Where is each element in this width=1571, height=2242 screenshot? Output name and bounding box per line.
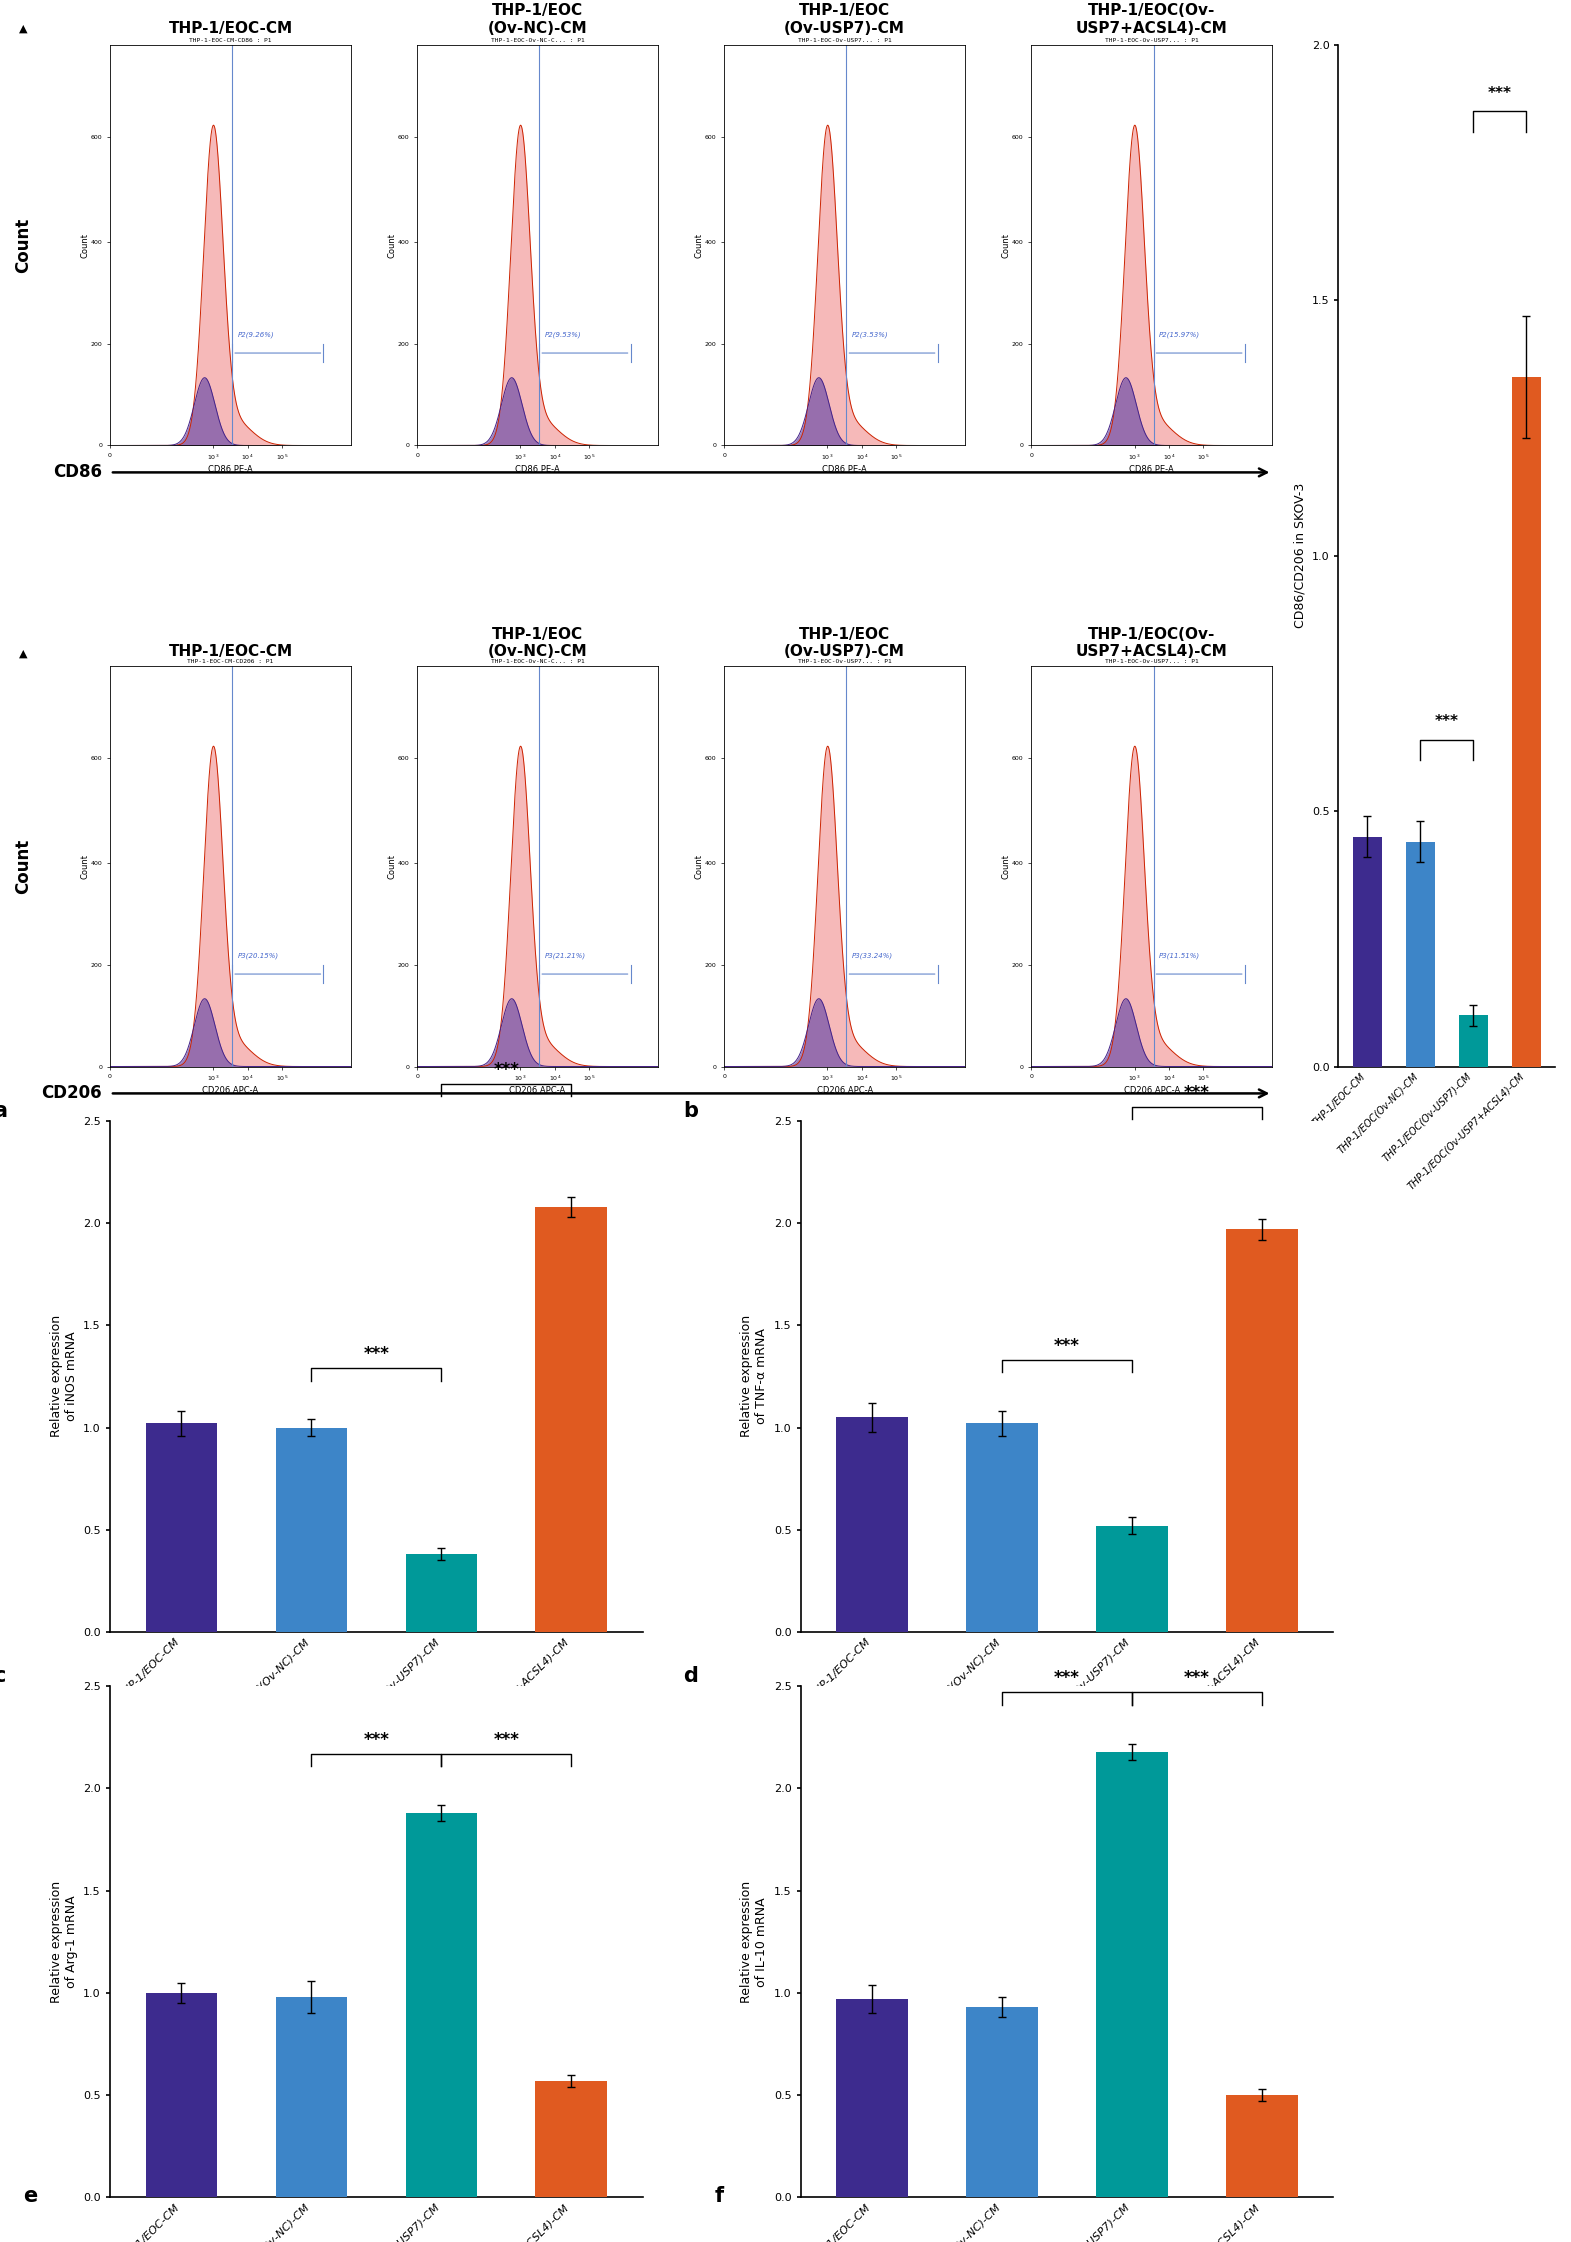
Bar <box>836 1417 908 1632</box>
Text: e: e <box>24 2186 38 2206</box>
Y-axis label: Relative expression
of TNF-α mRNA: Relative expression of TNF-α mRNA <box>740 1316 768 1437</box>
Title: THP-1-EOC-Ov-USP7... : P1: THP-1-EOC-Ov-USP7... : P1 <box>798 659 892 664</box>
Title: THP-1-EOC-Ov-USP7... : P1: THP-1-EOC-Ov-USP7... : P1 <box>1104 659 1199 664</box>
Text: d: d <box>683 1666 699 1686</box>
Text: c: c <box>0 1666 5 1686</box>
Text: THP-1/EOC
(Ov-USP7)-CM: THP-1/EOC (Ov-USP7)-CM <box>784 628 905 659</box>
Bar <box>536 1206 606 1632</box>
Bar <box>1511 377 1541 1067</box>
Text: THP-1/EOC
(Ov-USP7)-CM: THP-1/EOC (Ov-USP7)-CM <box>784 4 905 36</box>
Text: f: f <box>715 2186 723 2206</box>
X-axis label: CD86 PE-A: CD86 PE-A <box>515 464 559 475</box>
Y-axis label: Relative expression
of Arg-1 mRNA: Relative expression of Arg-1 mRNA <box>50 1881 77 2002</box>
Text: P2(9.26%): P2(9.26%) <box>237 332 273 339</box>
X-axis label: CD206 APC-A: CD206 APC-A <box>203 1085 259 1096</box>
Text: P2(9.53%): P2(9.53%) <box>545 332 581 339</box>
Text: P2(3.53%): P2(3.53%) <box>851 332 888 339</box>
Text: P3(33.24%): P3(33.24%) <box>851 953 892 960</box>
Text: ▲: ▲ <box>19 25 28 34</box>
X-axis label: CD86 PE-A: CD86 PE-A <box>1130 464 1174 475</box>
X-axis label: CD86 PE-A: CD86 PE-A <box>822 464 867 475</box>
Bar <box>146 1424 217 1632</box>
Title: THP-1-EOC-CM-CD206 : P1: THP-1-EOC-CM-CD206 : P1 <box>187 659 273 664</box>
Text: ***: *** <box>1054 1670 1079 1688</box>
Bar <box>836 2000 908 2197</box>
Title: THP-1-EOC-Ov-NC-C... : P1: THP-1-EOC-Ov-NC-C... : P1 <box>490 38 584 43</box>
Text: CD86: CD86 <box>53 464 102 482</box>
Bar <box>536 2081 606 2197</box>
Bar <box>146 1993 217 2197</box>
Text: P3(11.51%): P3(11.51%) <box>1159 953 1200 960</box>
Text: ***: *** <box>1185 1670 1210 1688</box>
Text: P3(21.21%): P3(21.21%) <box>545 953 586 960</box>
Bar <box>405 1814 478 2197</box>
Text: ***: *** <box>1185 1083 1210 1101</box>
Text: b: b <box>683 1101 699 1121</box>
Bar <box>1406 841 1434 1067</box>
Bar <box>1225 2094 1298 2197</box>
Text: ***: *** <box>363 1731 390 1749</box>
Text: THP-1/EOC-CM: THP-1/EOC-CM <box>168 643 292 659</box>
Y-axis label: Count: Count <box>388 233 396 258</box>
Text: ***: *** <box>1434 715 1459 729</box>
Text: a: a <box>0 1101 6 1121</box>
Text: THP-1/EOC(Ov-
USP7+ACSL4)-CM: THP-1/EOC(Ov- USP7+ACSL4)-CM <box>1076 628 1227 659</box>
X-axis label: CD206 APC-A: CD206 APC-A <box>817 1085 873 1096</box>
Bar <box>1225 1229 1298 1632</box>
Y-axis label: Relative expression
of iNOS mRNA: Relative expression of iNOS mRNA <box>50 1316 77 1437</box>
X-axis label: CD86 PE-A: CD86 PE-A <box>207 464 253 475</box>
Title: THP-1-EOC-CM-CD86 : P1: THP-1-EOC-CM-CD86 : P1 <box>189 38 272 43</box>
Text: P3(20.15%): P3(20.15%) <box>237 953 278 960</box>
Bar <box>966 1424 1038 1632</box>
Title: THP-1-EOC-Ov-USP7... : P1: THP-1-EOC-Ov-USP7... : P1 <box>1104 38 1199 43</box>
Y-axis label: Count: Count <box>694 854 704 879</box>
Bar <box>1353 836 1382 1067</box>
Text: ***: *** <box>363 1345 390 1363</box>
Y-axis label: Count: Count <box>80 233 90 258</box>
Bar <box>275 1998 347 2197</box>
Text: THP-1/EOC-CM: THP-1/EOC-CM <box>168 20 292 36</box>
Text: Count: Count <box>14 839 33 895</box>
Text: ***: *** <box>493 1060 518 1078</box>
Bar <box>1459 1016 1488 1067</box>
Title: THP-1-EOC-Ov-NC-C... : P1: THP-1-EOC-Ov-NC-C... : P1 <box>490 659 584 664</box>
Y-axis label: Count: Count <box>80 854 90 879</box>
Y-axis label: Count: Count <box>694 233 704 258</box>
X-axis label: CD206 APC-A: CD206 APC-A <box>509 1085 566 1096</box>
Title: THP-1-EOC-Ov-USP7... : P1: THP-1-EOC-Ov-USP7... : P1 <box>798 38 892 43</box>
Text: ***: *** <box>1054 1336 1079 1354</box>
Text: P2(15.97%): P2(15.97%) <box>1159 332 1200 339</box>
Y-axis label: Count: Count <box>1002 854 1010 879</box>
Y-axis label: CD86/CD206 in SKOV-3: CD86/CD206 in SKOV-3 <box>1293 482 1306 628</box>
Text: ***: *** <box>1488 85 1511 101</box>
Text: THP-1/EOC
(Ov-NC)-CM: THP-1/EOC (Ov-NC)-CM <box>487 4 588 36</box>
Y-axis label: Count: Count <box>1002 233 1010 258</box>
Text: Count: Count <box>14 217 33 274</box>
Text: CD206: CD206 <box>41 1085 102 1103</box>
X-axis label: CD206 APC-A: CD206 APC-A <box>1123 1085 1180 1096</box>
Bar <box>1097 1525 1167 1632</box>
Y-axis label: Relative expression
of IL-10 mRNA: Relative expression of IL-10 mRNA <box>740 1881 768 2002</box>
Y-axis label: Count: Count <box>388 854 396 879</box>
Bar <box>405 1554 478 1632</box>
Text: ▲: ▲ <box>19 650 28 659</box>
Bar <box>275 1428 347 1632</box>
Bar <box>966 2007 1038 2197</box>
Text: THP-1/EOC
(Ov-NC)-CM: THP-1/EOC (Ov-NC)-CM <box>487 628 588 659</box>
Bar <box>1097 1751 1167 2197</box>
Text: THP-1/EOC(Ov-
USP7+ACSL4)-CM: THP-1/EOC(Ov- USP7+ACSL4)-CM <box>1076 4 1227 36</box>
Text: ***: *** <box>493 1731 518 1749</box>
